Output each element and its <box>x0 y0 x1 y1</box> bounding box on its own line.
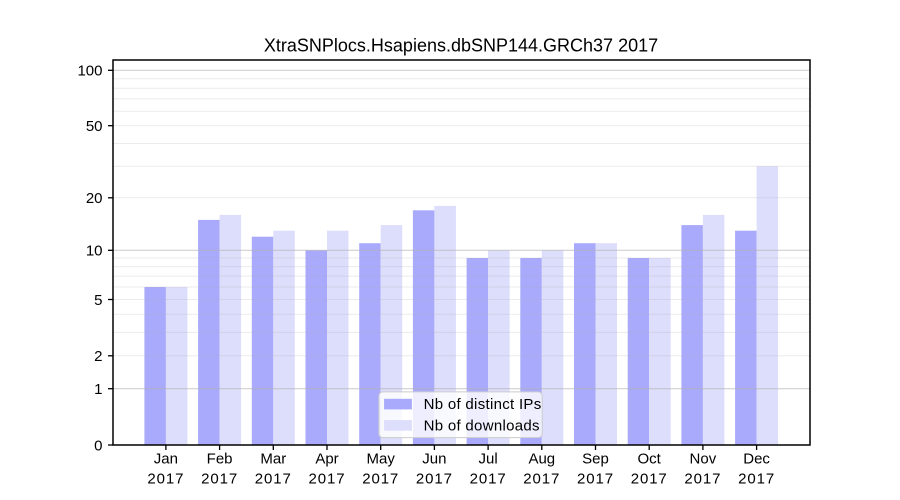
svg-text:2017: 2017 <box>255 471 292 488</box>
svg-text:2017: 2017 <box>416 471 453 488</box>
svg-text:20: 20 <box>86 190 103 207</box>
svg-text:2017: 2017 <box>309 471 346 488</box>
svg-text:2017: 2017 <box>738 471 775 488</box>
svg-text:2017: 2017 <box>201 471 238 488</box>
svg-text:Sep: Sep <box>582 451 609 468</box>
svg-text:1: 1 <box>94 381 102 398</box>
svg-text:Jun: Jun <box>422 451 446 468</box>
svg-text:Oct: Oct <box>638 451 662 468</box>
svg-text:Mar: Mar <box>260 451 286 468</box>
svg-text:0: 0 <box>94 437 102 454</box>
svg-text:Aug: Aug <box>528 451 555 468</box>
svg-text:100: 100 <box>77 63 102 80</box>
svg-text:2017: 2017 <box>631 471 668 488</box>
svg-text:5: 5 <box>94 292 102 309</box>
svg-text:2017: 2017 <box>577 471 614 488</box>
svg-text:Apr: Apr <box>315 451 338 468</box>
svg-text:2017: 2017 <box>147 471 184 488</box>
svg-text:Nov: Nov <box>690 451 717 468</box>
svg-text:XtraSNPlocs.Hsapiens.dbSNP144.: XtraSNPlocs.Hsapiens.dbSNP144.GRCh37 201… <box>264 36 658 56</box>
svg-text:May: May <box>367 451 396 468</box>
svg-text:Nb of distinct IPs: Nb of distinct IPs <box>424 396 542 413</box>
svg-text:Jul: Jul <box>479 451 498 468</box>
svg-text:10: 10 <box>86 243 103 260</box>
svg-text:2017: 2017 <box>470 471 507 488</box>
svg-text:2: 2 <box>94 348 102 365</box>
svg-text:2017: 2017 <box>523 471 560 488</box>
svg-text:Nb of downloads: Nb of downloads <box>424 418 540 435</box>
svg-text:50: 50 <box>86 118 103 135</box>
svg-text:2017: 2017 <box>362 471 399 488</box>
svg-text:Jan: Jan <box>154 451 178 468</box>
svg-text:Feb: Feb <box>207 451 233 468</box>
svg-text:Dec: Dec <box>743 451 770 468</box>
svg-text:2017: 2017 <box>684 471 721 488</box>
